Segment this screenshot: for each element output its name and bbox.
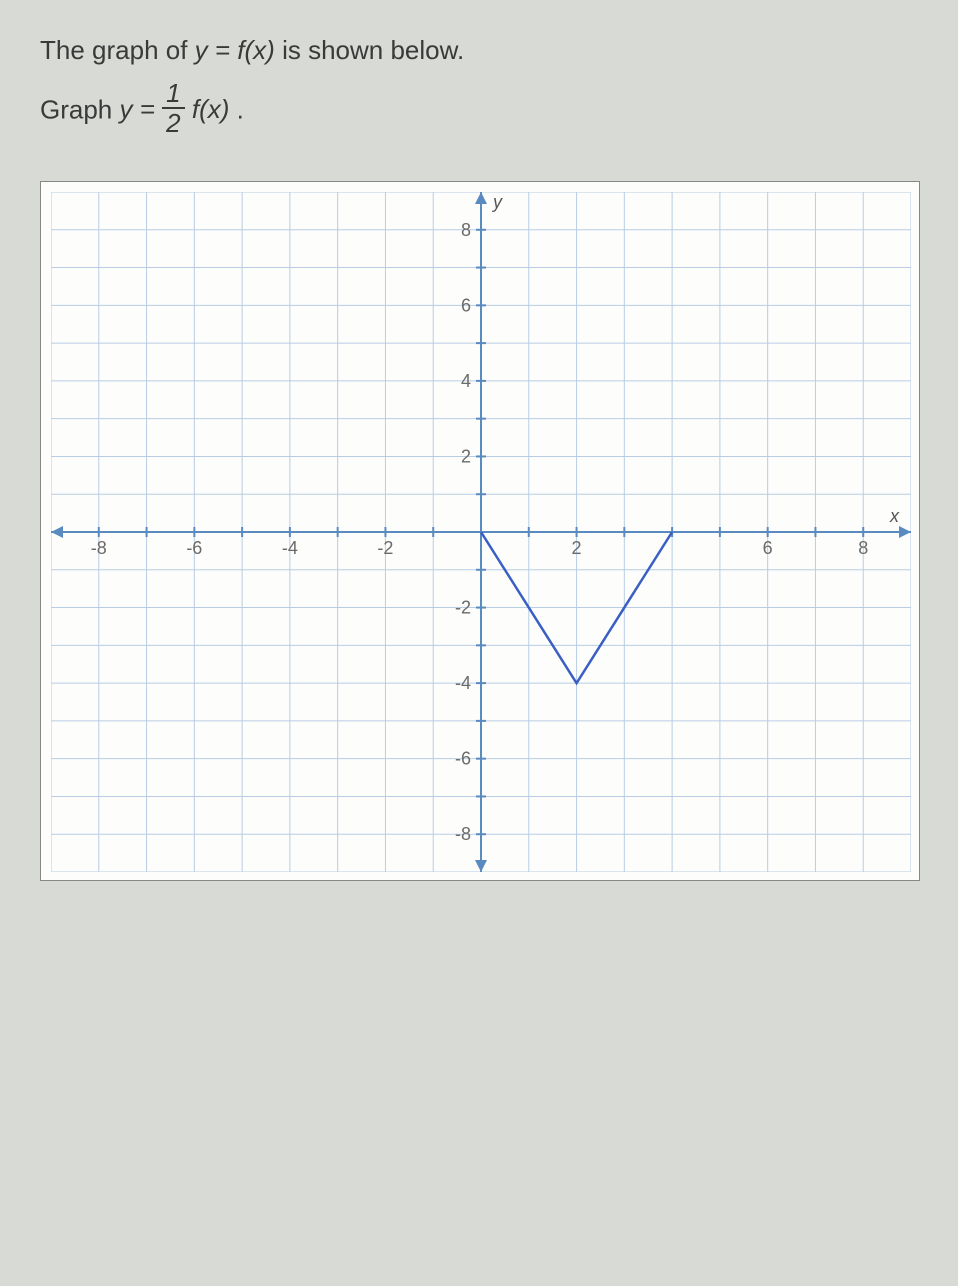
problem-statement: The graph of y = f(x) is shown below. Gr… xyxy=(40,30,918,141)
svg-text:-8: -8 xyxy=(455,824,471,844)
svg-text:8: 8 xyxy=(858,538,868,558)
coordinate-plane[interactable]: -8 -6 -4 -2 2 6 8 -8 -6 -4 -2 2 4 6 8 x y xyxy=(40,181,920,881)
svg-text:-2: -2 xyxy=(455,597,471,617)
math-expr-2: y = 1 2 f(x) xyxy=(120,94,237,124)
svg-text:6: 6 xyxy=(461,295,471,315)
svg-text:-2: -2 xyxy=(377,538,393,558)
svg-text:-4: -4 xyxy=(282,538,298,558)
problem-line-1: The graph of y = f(x) is shown below. xyxy=(40,30,918,72)
svg-text:4: 4 xyxy=(461,371,471,391)
text-prefix-1: The graph of xyxy=(40,35,195,65)
text-suffix-2: . xyxy=(237,94,244,124)
text-prefix-2: Graph xyxy=(40,94,120,124)
svg-text:-8: -8 xyxy=(91,538,107,558)
svg-text:y: y xyxy=(491,192,503,212)
svg-text:-6: -6 xyxy=(186,538,202,558)
svg-text:6: 6 xyxy=(763,538,773,558)
fraction: 1 2 xyxy=(162,79,184,138)
svg-text:8: 8 xyxy=(461,220,471,240)
svg-text:-4: -4 xyxy=(455,673,471,693)
svg-text:2: 2 xyxy=(461,446,471,466)
plot-svg: -8 -6 -4 -2 2 6 8 -8 -6 -4 -2 2 4 6 8 x y xyxy=(51,192,911,872)
text-suffix-1: is shown below. xyxy=(282,35,464,65)
svg-text:2: 2 xyxy=(572,538,582,558)
math-expr-1: y = f(x) xyxy=(195,35,282,65)
problem-line-2: Graph y = 1 2 f(x) . xyxy=(40,82,918,141)
svg-text:x: x xyxy=(889,506,900,526)
svg-text:-6: -6 xyxy=(455,748,471,768)
